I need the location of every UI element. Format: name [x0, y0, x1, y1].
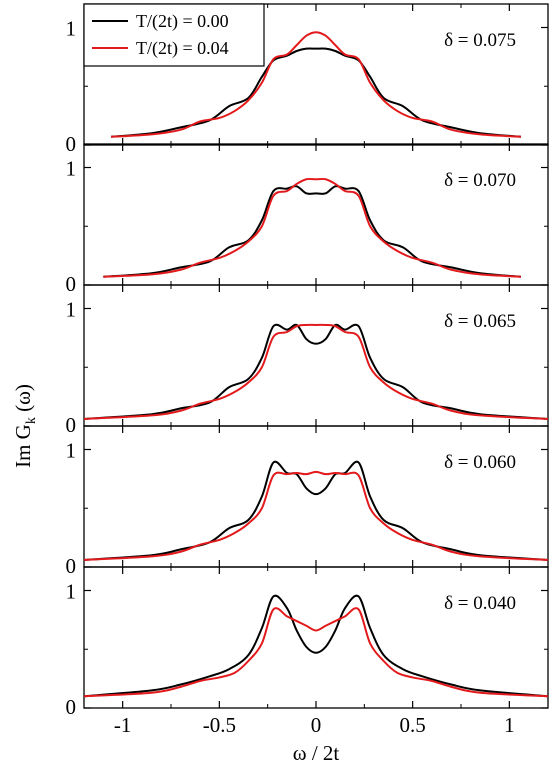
- y-tick-label: 1: [66, 439, 77, 463]
- y-tick-label: 0: [66, 413, 77, 437]
- panel-frame: [83, 425, 549, 568]
- y-tick-label: 1: [66, 580, 77, 604]
- x-axis-label: ω / 2t: [293, 741, 340, 765]
- y-tick-label: 1: [66, 157, 77, 181]
- y-tick-label: 1: [66, 17, 77, 41]
- panel-frame: [83, 284, 549, 427]
- series-line-black: [84, 594, 548, 698]
- panel-3: 0 1 δ = 0.065: [66, 284, 549, 437]
- panel-5: 0 1 δ = 0.040: [66, 566, 549, 719]
- series-line-red: [103, 177, 521, 278]
- legend-box: [83, 3, 265, 67]
- y-tick-label: 0: [66, 132, 77, 156]
- legend: T/(2t) = 0.00 T/(2t) = 0.04: [83, 3, 265, 67]
- x-tick-label: -1: [114, 713, 132, 737]
- x-tick-label: 1: [504, 713, 515, 737]
- series-line-black: [103, 185, 522, 278]
- panel-delta-label: δ = 0.040: [444, 593, 516, 614]
- y-tick-label: 0: [66, 695, 77, 719]
- legend-label: T/(2t) = 0.04: [136, 38, 229, 59]
- panel-2: 0 1 δ = 0.070: [66, 143, 549, 296]
- series-line-black: [110, 47, 522, 138]
- panel-delta-label: δ = 0.075: [444, 30, 516, 51]
- panel-delta-label: δ = 0.060: [444, 452, 516, 473]
- x-tick-label: 0.5: [400, 713, 426, 737]
- x-tick-label: 0: [311, 713, 322, 737]
- panel-4: 0 1 δ = 0.060: [66, 425, 549, 578]
- y-tick-label: 0: [66, 554, 77, 578]
- y-axis-label: Im Gk (ω): [11, 384, 39, 468]
- series-line-red: [84, 323, 548, 420]
- panel-frame: [83, 566, 549, 709]
- series-line-red: [111, 31, 521, 138]
- x-tick-label: -0.5: [203, 713, 236, 737]
- series-line-red: [84, 470, 548, 561]
- legend-label: T/(2t) = 0.00: [136, 11, 229, 32]
- series-line-black: [84, 323, 548, 420]
- series-line-red: [84, 607, 548, 698]
- panel-delta-label: δ = 0.070: [444, 170, 516, 191]
- y-tick-label: 1: [66, 298, 77, 322]
- y-axis-label-main: Im G: [11, 424, 35, 468]
- y-axis-label-tail: (ω): [11, 384, 35, 417]
- series-line-black: [84, 460, 548, 561]
- y-axis-label-sub: k: [24, 417, 39, 424]
- y-tick-label: 0: [66, 272, 77, 296]
- panel-delta-label: δ = 0.065: [444, 311, 516, 332]
- panel-frame: [83, 143, 549, 286]
